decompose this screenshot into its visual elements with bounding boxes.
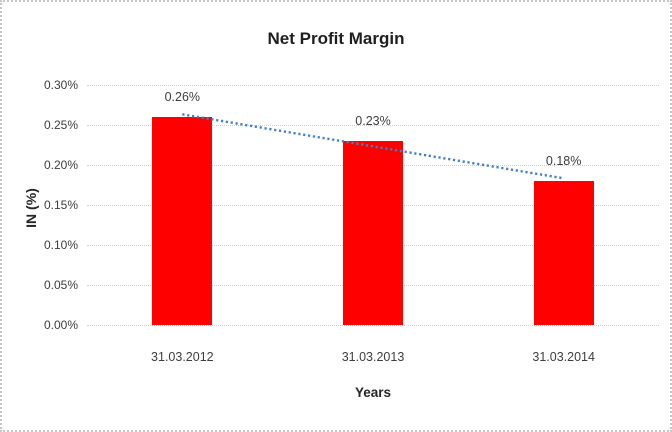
gridline bbox=[87, 325, 659, 326]
y-axis-tick-label: 0.00% bbox=[43, 318, 78, 332]
x-axis-category-label: 31.03.2013 bbox=[341, 350, 405, 364]
y-axis-tick-label: 0.15% bbox=[43, 198, 78, 212]
x-axis-category-label: 31.03.2012 bbox=[151, 350, 214, 364]
bar-31.03.2013 bbox=[343, 141, 403, 325]
bar-data-label: 0.23% bbox=[355, 114, 391, 128]
gridline bbox=[87, 125, 659, 126]
y-axis-tick-label: 0.25% bbox=[43, 118, 78, 132]
x-axis-category-label: 31.03.2014 bbox=[532, 350, 595, 364]
y-axis-tick-label: 0.20% bbox=[43, 158, 78, 172]
bar-data-label: 0.18% bbox=[545, 154, 582, 168]
bar-31.03.2014 bbox=[533, 181, 594, 325]
bar-31.03.2012 bbox=[152, 117, 213, 325]
x-axis-title: Years bbox=[354, 385, 392, 400]
y-axis-tick-label: 0.30% bbox=[43, 78, 78, 92]
gridline bbox=[87, 85, 659, 86]
plot-area: 0.26% 0.23% 0.18% bbox=[87, 85, 659, 326]
y-axis-tick-label: 0.10% bbox=[43, 238, 78, 252]
trendline-segment bbox=[182, 113, 564, 180]
bar-data-label: 0.26% bbox=[164, 90, 201, 104]
trendline bbox=[182, 113, 564, 180]
chart-title: Net Profit Margin bbox=[267, 29, 405, 48]
y-axis-tick-label: 0.05% bbox=[43, 278, 78, 292]
